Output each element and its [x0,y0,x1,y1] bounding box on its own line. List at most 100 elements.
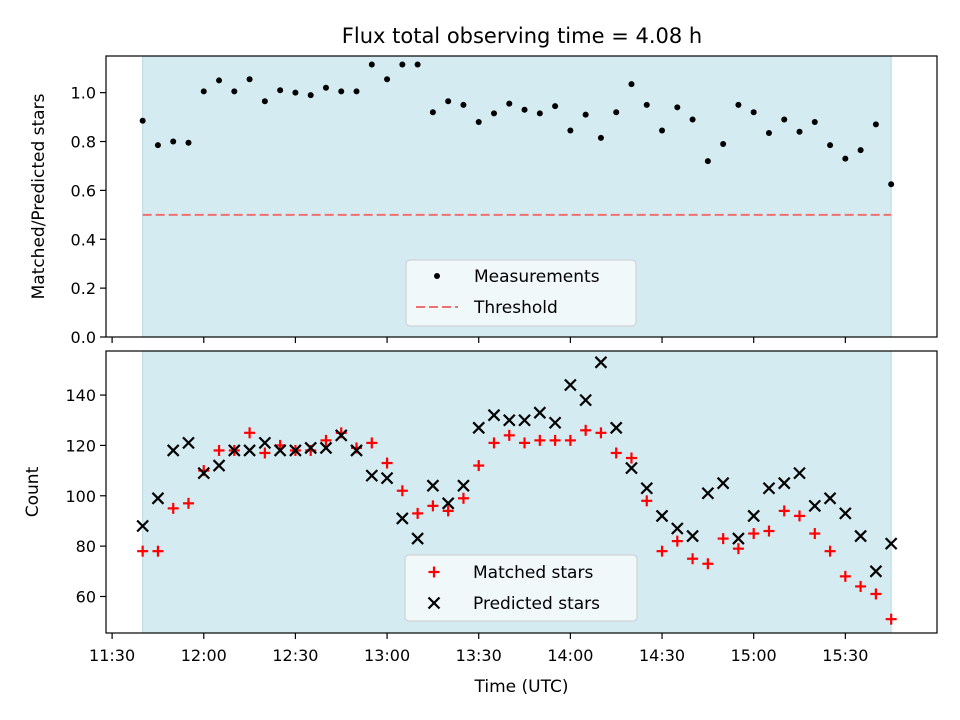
measurement-point [460,101,467,108]
measurement-point [750,109,757,116]
predicted-star-point [136,519,149,533]
matched-star-point [412,507,424,519]
x-tick-label: 14:30 [639,646,685,665]
predicted-star-point [747,509,760,523]
predicted-star-point [594,356,608,369]
predicted-star-point [625,461,638,475]
predicted-star-point [884,537,898,550]
matched-star-point [809,528,821,540]
predicted-star-point [839,507,852,520]
measurement-point [781,116,788,123]
bottom-legend: Matched stars Predicted stars [404,554,638,622]
predicted-star-point [732,532,745,545]
predicted-star-point [273,444,287,457]
measurement-point [368,61,375,68]
matched-star-point [213,444,225,456]
top-y-tick-label: 0.4 [71,230,96,249]
predicted-star-point [533,406,547,419]
predicted-star-point [762,481,776,495]
measurement-point [445,98,452,105]
measurement-point [521,106,528,113]
top-panel: 0.0 0.2 0.4 0.6 0.8 1.0 Matched/Predicted sta… [29,55,938,347]
x-tick-label: 13:00 [364,646,410,665]
measurement-point [170,138,177,145]
x-tick-label: 14:00 [547,646,593,665]
legend-predicted-label: Predicted stars [473,594,600,614]
measurement-point [536,110,543,117]
measurement-point [872,121,879,128]
matched-star-point [656,545,668,557]
matched-star-point [824,545,836,557]
top-y-tick-label: 0.8 [71,133,96,152]
matched-star-point [732,543,744,555]
predicted-star-point [304,441,317,455]
top-legend-box [405,259,637,327]
measurement-point [567,127,574,134]
matched-star-point [625,452,637,464]
measurement-point [292,89,299,96]
bottom-legend-box [404,554,638,622]
measurement-point [796,128,803,135]
predicted-star-point [503,413,516,427]
measurement-point [811,118,818,125]
measurement-point [552,103,559,110]
predicted-star-point [548,416,562,430]
predicted-star-point [365,469,379,482]
measurement-point [231,88,238,95]
top-y-tick-label: 0.6 [71,181,96,200]
predicted-star-point [808,499,822,513]
top-y-tick-label: 1.0 [71,84,96,103]
predicted-star-point [472,421,486,435]
chart-title: Flux total observing time = 4.08 h [342,24,702,48]
measurement-point [429,109,436,116]
predicted-star-point [823,492,837,505]
matched-star-point [366,437,378,449]
measurement-point [659,127,666,134]
matched-star-point [748,528,760,540]
matched-star-point [885,613,897,625]
predicted-star-point [671,522,684,535]
x-tick-label: 12:00 [181,646,227,665]
predicted-star-point [151,492,165,505]
measurement-point [720,140,727,147]
measurement-point [491,110,498,117]
predicted-star-point [228,444,241,457]
matched-star-point [564,434,576,446]
predicted-star-point [426,479,440,492]
measurement-point [842,155,849,162]
predicted-star-point [579,393,592,407]
measurement-point [261,98,268,105]
predicted-star-point [166,444,180,457]
matched-star-point [396,485,408,497]
predicted-star-point [212,459,226,472]
top-y-tick-label: 0.0 [71,328,96,347]
top-y-tick-label: 0.2 [71,279,96,298]
measurement-point [643,101,650,108]
x-tick-label: 12:30 [272,646,318,665]
measurement-point [582,111,589,118]
predicted-star-point [777,476,791,490]
matched-star-point [427,500,439,512]
matched-star-point [503,429,515,441]
predicted-star-point [411,532,424,545]
measurement-point [704,158,711,165]
matched-star-point [167,502,179,514]
x-tick-label: 11:30 [89,646,135,665]
bottom-y-axis-label: Count [23,466,43,517]
measurement-point [689,116,696,123]
measurement-point [246,76,253,83]
matched-star-point [702,558,714,570]
legend-measurements-marker [434,273,440,279]
bottom-y-ticks: 60 80 100 120 140 [65,386,106,606]
measurement-point [399,61,406,68]
measurement-point [613,109,620,116]
predicted-star-point [655,509,669,523]
top-y-ticks: 0.0 0.2 0.4 0.6 0.8 1.0 [71,84,106,347]
predicted-star-point [609,421,623,435]
matched-star-point [320,434,332,446]
top-y-axis-label: Matched/Predicted stars [29,93,49,299]
measurement-point [200,88,207,95]
legend-cross-glyph [427,596,441,610]
measurement-point [475,118,482,125]
